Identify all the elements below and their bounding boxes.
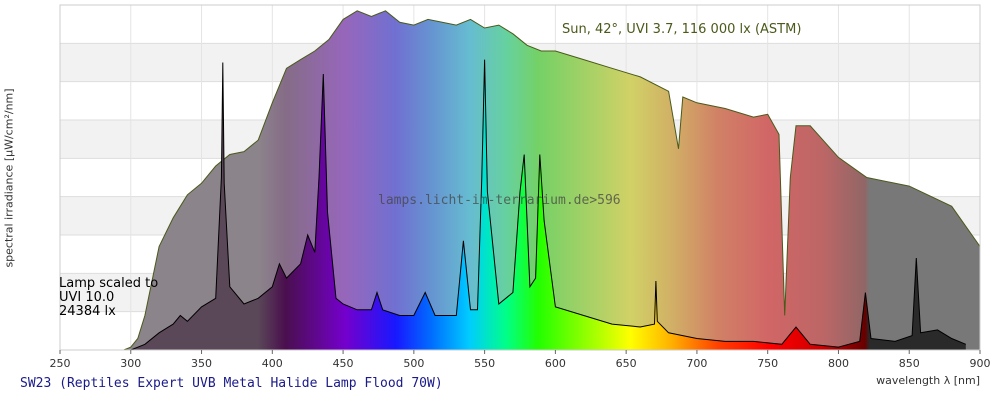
lamp-scale-line-3: 24384 lx [59,304,116,319]
chart-caption: SW23 (Reptiles Expert UVB Metal Halide L… [20,376,443,391]
x-tick-label: 350 [191,357,212,370]
lamp-series [95,59,966,350]
x-tick-label: 700 [686,357,707,370]
sun-series-label: Sun, 42°, UVI 3.7, 116 000 lx (ASTM) [562,22,802,37]
x-tick-label: 400 [262,357,283,370]
lamp-scale-line-1: Lamp scaled to [59,276,159,291]
y-axis-title: spectral irradiance [µW/cm²/nm] [2,87,16,268]
x-tick-label: 250 [50,357,71,370]
lamp-scale-line-2: UVI 10.0 [59,290,115,305]
sun-outline [123,10,980,350]
x-tick-label: 650 [616,357,637,370]
x-tick-label: 800 [828,357,849,370]
lamp-scale-note: Lamp scaled to UVI 10.0 24384 lx [59,277,158,319]
x-tick-label: 850 [899,357,920,370]
x-tick-label: 500 [403,357,424,370]
lamp-area [95,59,966,350]
x-axis: 250 300 350 400 450 500 550 600 650 700 750 800 850 9… [50,350,991,370]
x-axis-title: wavelength λ [nm] [876,374,980,387]
x-tick-label: 900 [970,357,991,370]
x-tick-label: 600 [545,357,566,370]
sun-series [123,10,980,350]
x-tick-label: 450 [333,357,354,370]
plot-frame [59,4,981,351]
y-axis-title-wrap: spectral irradiance [µW/cm²/nm] [2,5,16,350]
x-tick-label: 550 [474,357,495,370]
watermark: lamps.licht-im-terrarium.de>596 [378,193,621,208]
x-tick-label: 300 [120,357,141,370]
sun-area-spectrum-tint [123,10,980,350]
lamp-outline [95,59,966,350]
x-tick-label: 750 [757,357,778,370]
